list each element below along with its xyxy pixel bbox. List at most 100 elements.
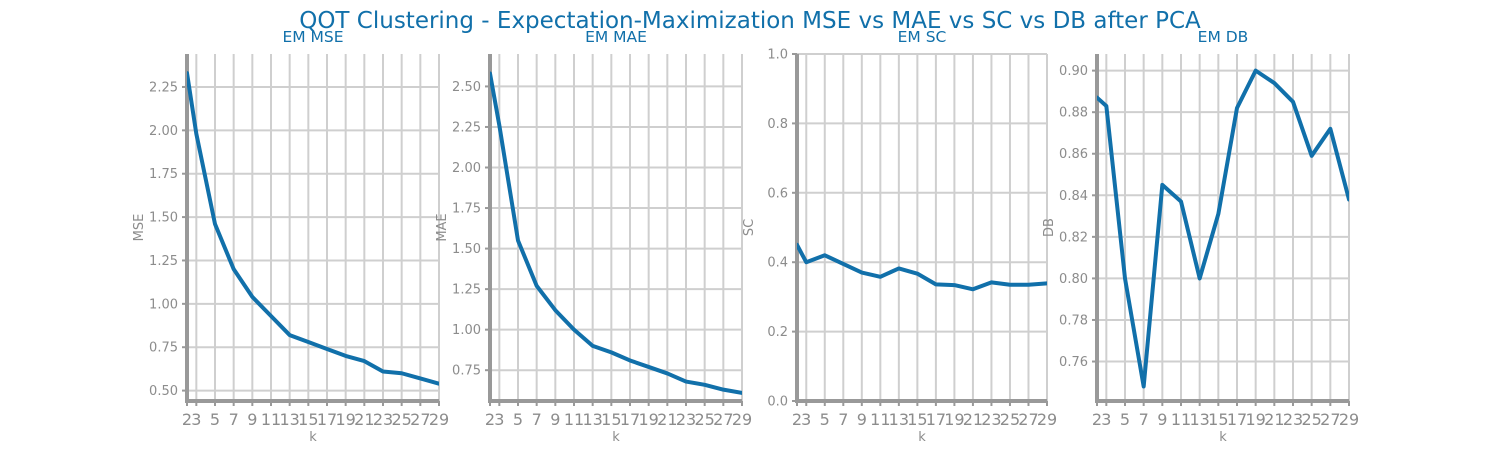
data-point (1026, 283, 1030, 287)
x-tick-label: 5 (513, 410, 523, 429)
series-line (187, 71, 439, 386)
data-point (609, 350, 613, 354)
x-tick-label: 23 (1283, 410, 1303, 429)
x-tick-label: 2 (182, 410, 192, 429)
data-point (185, 71, 189, 75)
x-tick-label: 29 (1037, 410, 1057, 429)
data-point (647, 365, 651, 369)
chart-panel-sc: 0.00.20.40.60.81.02 3 5 7 9 11131517192123252… (742, 28, 1057, 445)
panel-title: EM MSE (282, 28, 343, 46)
panel-title: EM SC (898, 28, 947, 46)
data-point (989, 280, 993, 284)
data-point (721, 388, 725, 392)
y-tick-label: 0.84 (1059, 189, 1088, 204)
x-tick-label: 9 (1157, 410, 1167, 429)
data-point (1179, 200, 1183, 204)
x-tick-label: 23 (373, 410, 393, 429)
data-point (344, 354, 348, 358)
data-point (1142, 384, 1146, 388)
y-tick-label: 0.6 (767, 186, 788, 201)
x-tick-label: 11 (870, 410, 890, 429)
data-point (628, 358, 632, 362)
x-tick-label: 2 (485, 410, 495, 429)
data-point (488, 71, 492, 75)
x-tick-label: 21 (354, 410, 374, 429)
x-tick-label: 2 (792, 410, 802, 429)
data-point (232, 267, 236, 271)
y-tick-label: 0.86 (1059, 147, 1088, 162)
x-tick-label: 9 (550, 410, 560, 429)
data-point (306, 340, 310, 344)
data-point (823, 253, 827, 257)
x-tick-label: 17 (620, 410, 640, 429)
y-tick-label: 1.25 (452, 283, 481, 298)
data-point (194, 132, 198, 136)
x-tick-label: 11 (261, 410, 281, 429)
data-point (860, 271, 864, 275)
data-point (1104, 104, 1108, 108)
x-tick-label: 25 (391, 410, 411, 429)
x-tick-label: 13 (279, 410, 299, 429)
data-point (1347, 197, 1351, 201)
x-tick-label: 19 (638, 410, 658, 429)
data-point (841, 262, 845, 266)
chart-panel-mae: 0.751.001.251.501.752.002.252.502 3 5 7 9 111… (435, 28, 752, 445)
x-tick-label: 11 (1171, 410, 1191, 429)
data-point (591, 344, 595, 348)
x-tick-label: 7 (1139, 410, 1149, 429)
y-tick-label: 2.00 (149, 124, 178, 139)
y-tick-label: 0.75 (149, 341, 178, 356)
y-axis-label: MSE (132, 214, 147, 242)
x-tick-label: 15 (907, 410, 927, 429)
data-point (952, 283, 956, 287)
y-tick-label: 1.00 (452, 323, 481, 338)
x-axis-label: k (918, 430, 926, 445)
chart-panel-db: 0.760.780.800.820.840.860.880.902 3 5 7 9 111… (1042, 28, 1359, 445)
series-line (1097, 68, 1349, 389)
y-axis-label: DB (1042, 218, 1057, 237)
y-tick-label: 0.78 (1059, 313, 1088, 328)
y-tick-label: 0.88 (1059, 106, 1088, 121)
data-point (418, 376, 422, 380)
data-point (971, 287, 975, 291)
series-line (797, 242, 1047, 292)
x-tick-label: 3 (191, 410, 201, 429)
x-tick-label: 29 (429, 410, 449, 429)
data-point (665, 371, 669, 375)
y-tick-label: 0.50 (149, 384, 178, 399)
y-tick-label: 0.82 (1059, 230, 1088, 245)
data-point (362, 359, 366, 363)
x-tick-label: 29 (732, 410, 752, 429)
y-tick-label: 2.25 (452, 120, 481, 135)
y-tick-label: 1.75 (452, 202, 481, 217)
x-tick-label: 27 (410, 410, 430, 429)
x-axis-label: k (612, 430, 620, 445)
y-tick-label: 1.0 (767, 48, 788, 63)
x-tick-label: 27 (713, 410, 733, 429)
x-axis-label: k (1219, 430, 1227, 445)
data-point (535, 284, 539, 288)
x-tick-label: 5 (820, 410, 830, 429)
data-point (795, 243, 799, 247)
x-tick-label: 3 (1101, 410, 1111, 429)
x-tick-label: 27 (1320, 410, 1340, 429)
data-point (400, 371, 404, 375)
data-point (1123, 276, 1127, 280)
data-point (1291, 100, 1295, 104)
y-tick-label: 0.75 (452, 364, 481, 379)
y-tick-label: 1.50 (149, 211, 178, 226)
data-point (934, 282, 938, 286)
data-point (1008, 283, 1012, 287)
data-point (572, 328, 576, 332)
y-tick-label: 0.8 (767, 117, 788, 132)
x-tick-label: 27 (1018, 410, 1038, 429)
x-tick-label: 17 (926, 410, 946, 429)
x-tick-label: 3 (494, 410, 504, 429)
x-tick-label: 13 (1189, 410, 1209, 429)
x-tick-label: 19 (335, 410, 355, 429)
data-point (1235, 106, 1239, 110)
y-tick-label: 1.00 (149, 297, 178, 312)
data-point (1254, 69, 1258, 73)
y-tick-label: 2.50 (452, 80, 481, 95)
